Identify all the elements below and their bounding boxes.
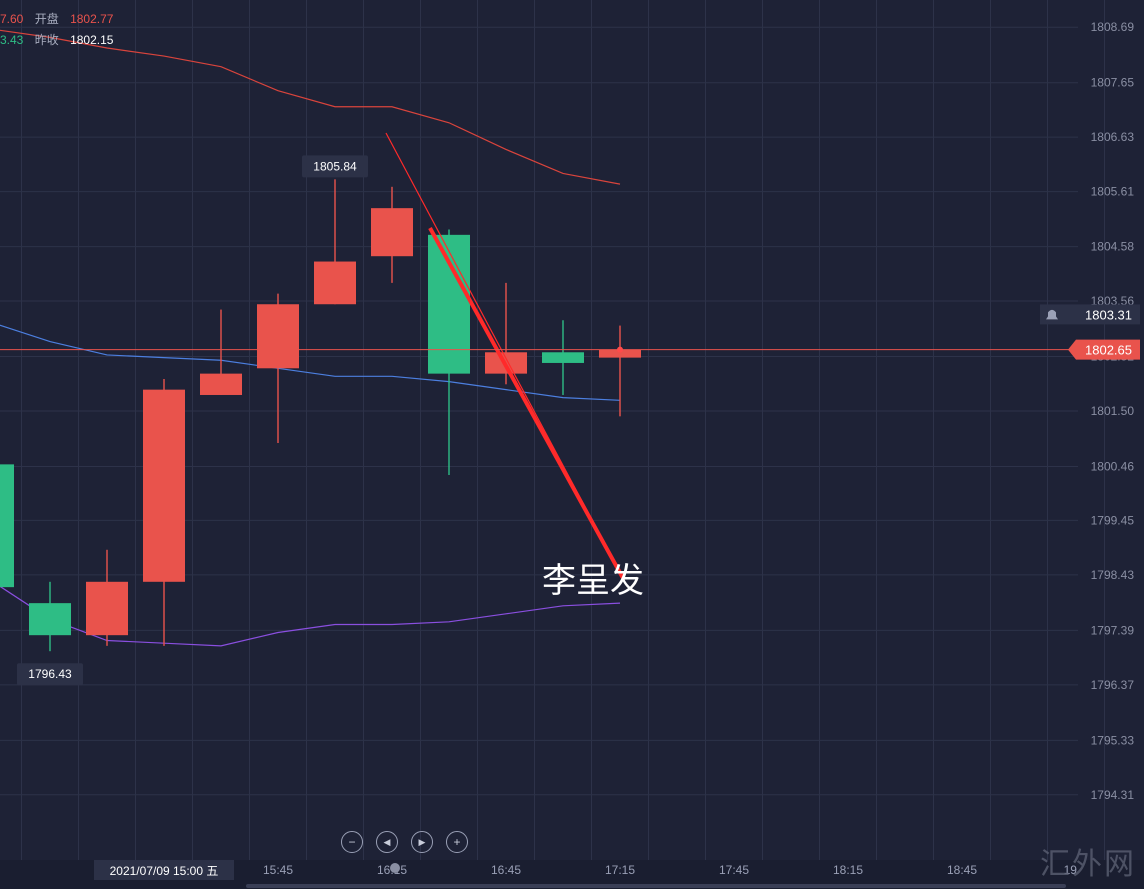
y-tick-label: 1808.69 [1091,20,1135,34]
x-tick-label: 15:45 [263,863,293,877]
mid-band-line [0,324,621,401]
marker-label: 1796.43 [28,667,72,681]
plus-icon: + [453,835,461,849]
watermark: 汇外网 [1040,847,1136,882]
x-tick-label: 18:15 [833,863,863,877]
x-tick-label: 18:45 [947,863,977,877]
open-label: 开盘 [34,12,59,26]
high-marker: 1805.84 [302,155,368,178]
marker-box [302,155,368,178]
annotation-text: 李呈发 [542,561,644,601]
candle-body [314,261,356,305]
y-tick-label: 1800.46 [1091,460,1135,474]
alert-price-label: 1803.31 [1085,307,1132,322]
marker-label: 1805.84 [313,159,357,173]
y-tick-label: 1805.61 [1091,185,1135,199]
y-tick-label: 1798.43 [1091,568,1135,582]
marker-box [17,663,83,686]
skip-back-icon: ◀ [383,836,391,847]
candle-body [143,389,185,582]
y-tick-label: 1796.37 [1091,678,1135,692]
skip-forward-icon: ▶ [418,836,426,847]
x-tick-label: 17:15 [605,863,635,877]
candle-body [428,234,470,374]
current-price-tag [1068,339,1140,360]
scrollbar [246,884,1066,888]
low-marker: 1796.43 [17,663,83,686]
step-back-button[interactable]: ◀ [376,831,398,853]
ohlc-header-2: 3.43 昨收 1802.15 [0,31,113,48]
candle-body [371,208,413,257]
y-tick-label: 1797.39 [1091,623,1135,637]
current-price-label: 1802.65 [1085,343,1132,358]
step-forward-button[interactable]: ▶ [411,831,433,853]
y-tick-label: 1799.45 [1091,513,1135,527]
high-value: 7.60 [0,12,24,26]
crosshair-time-label: 2021/07/09 15:00 五 [110,864,219,878]
prev-close-value: 1802.15 [70,33,114,47]
x-tick-label: 16:45 [491,863,521,877]
annotation-line [428,227,626,581]
y-tick-label: 1807.65 [1091,76,1135,90]
y-tick-label: 1806.63 [1091,130,1135,144]
crosshair-time-box [94,860,234,880]
scroll-handle [390,863,400,873]
upper-band-line [0,29,621,185]
zoom-in-button[interactable]: + [446,831,468,853]
prev-close-label: 昨收 [34,33,59,47]
x-tick-label: 19 [1064,863,1078,877]
candle-body [29,603,71,636]
y-tick-label: 1795.33 [1091,733,1135,747]
current-price-dot [617,346,623,353]
low-value: 3.43 [0,33,24,47]
y-tick-label: 1794.31 [1091,788,1135,802]
candle-body [0,464,14,588]
candle-body [86,581,128,636]
candle-body [257,304,299,369]
lower-band-line [0,585,621,647]
alert-price-box [1040,304,1140,325]
bell-icon [1046,309,1058,320]
candle-body [599,349,641,358]
y-tick-label: 1801.50 [1091,404,1135,418]
x-tick-label: 17:45 [719,863,749,877]
minus-icon: − [348,835,356,849]
y-tick-label: 1804.58 [1091,240,1135,254]
candle-body [200,373,242,395]
zoom-out-button[interactable]: − [341,831,363,853]
open-value: 1802.77 [70,12,114,26]
ohlc-header: 7.60 开盘 1802.77 [0,10,113,27]
candle-body [542,352,584,363]
